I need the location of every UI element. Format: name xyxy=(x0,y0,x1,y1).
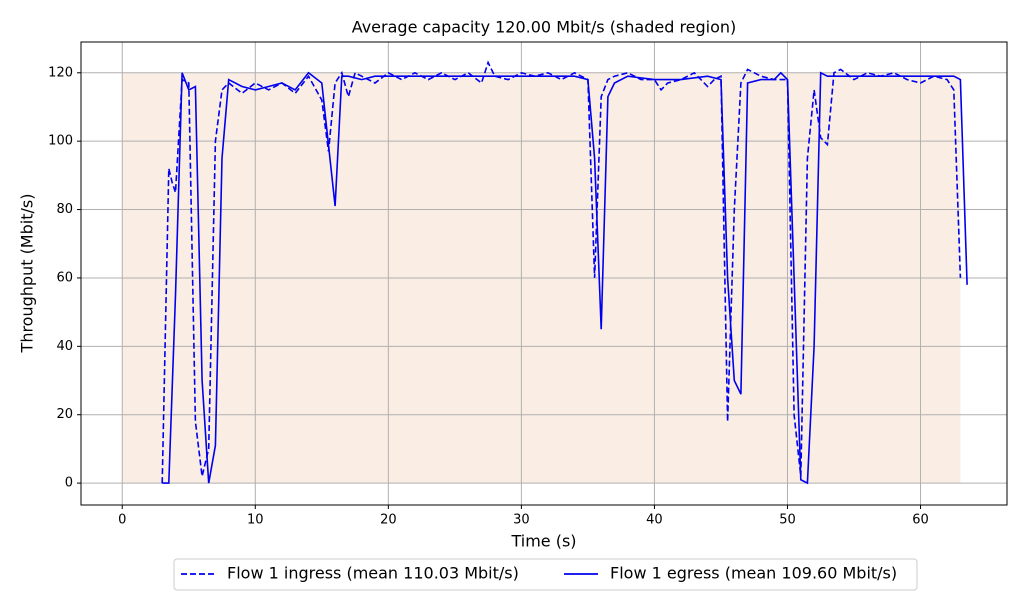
plot-area: 0 10 20 30 40 50 60 0 20 40 60 80 100 120 xyxy=(48,41,1008,528)
x-axis-label: Time (s) xyxy=(510,532,576,551)
y-tick-label: 0 xyxy=(65,476,73,491)
y-tick-label: 120 xyxy=(48,65,73,80)
legend-label: Flow 1 ingress (mean 110.03 Mbit/s) xyxy=(227,564,519,583)
x-tick-label: 20 xyxy=(380,513,397,528)
y-tick-label: 100 xyxy=(48,134,73,149)
legend-box xyxy=(173,558,918,591)
plot-frame xyxy=(80,41,1008,506)
y-tick-label: 80 xyxy=(56,202,73,217)
x-tick-label: 0 xyxy=(118,513,126,528)
chart-title: Average capacity 120.00 Mbit/s (shaded r… xyxy=(352,18,737,37)
y-tick-label: 40 xyxy=(56,339,73,354)
y-tick-label: 60 xyxy=(56,270,73,285)
y-tick-label: 20 xyxy=(56,407,73,422)
x-tick-label: 60 xyxy=(912,513,929,528)
x-tick-label: 10 xyxy=(247,513,264,528)
legend-label: Flow 1 egress (mean 109.60 Mbit/s) xyxy=(610,564,897,583)
legend: Flow 1 ingress (mean 110.03 Mbit/s) Flow … xyxy=(173,558,918,591)
series-line xyxy=(162,71,968,485)
x-tick-label: 40 xyxy=(646,513,663,528)
x-tick-label: 50 xyxy=(779,513,796,528)
y-axis-label: Throughput (Mbit/s) xyxy=(18,194,37,354)
x-tick-label: 30 xyxy=(513,513,530,528)
